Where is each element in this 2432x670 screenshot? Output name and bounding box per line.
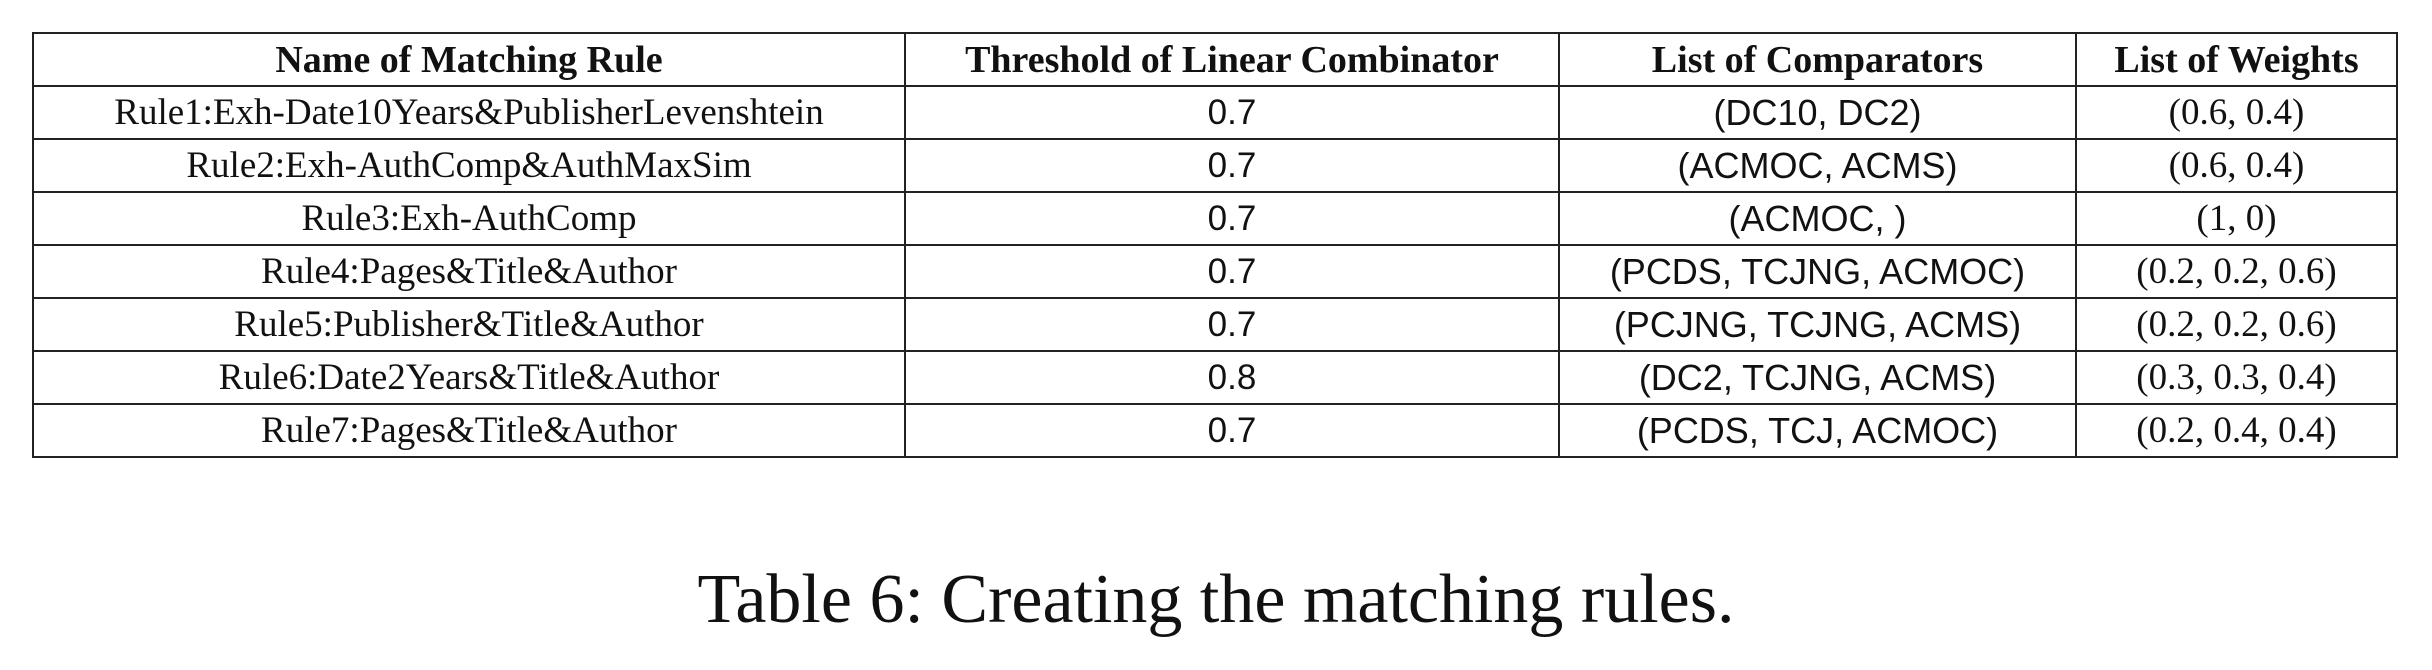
matching-rules-table-container: Name of Matching Rule Threshold of Linea… (32, 32, 2398, 458)
table-row: Rule7:Pages&Title&Author 0.7 (PCDS, TCJ,… (32, 403, 2398, 458)
header-weights: List of Weights (2075, 32, 2398, 87)
rule-name-cell: Rule4:Pages&Title&Author (32, 244, 906, 299)
threshold-cell: 0.7 (904, 297, 1560, 352)
weights-cell: (0.6, 0.4) (2075, 138, 2398, 193)
comparators-cell: (DC2, TCJNG, ACMS) (1558, 350, 2077, 405)
rule-name-cell: Rule2:Exh-AuthComp&AuthMaxSim (32, 138, 906, 193)
rule-name-cell: Rule5:Publisher&Title&Author (32, 297, 906, 352)
comparators-cell: (ACMOC, ACMS) (1558, 138, 2077, 193)
rule-name-cell: Rule7:Pages&Title&Author (32, 403, 906, 458)
comparators-cell: (PCDS, TCJNG, ACMOC) (1558, 244, 2077, 299)
table-row: Rule2:Exh-AuthComp&AuthMaxSim 0.7 (ACMOC… (32, 138, 2398, 193)
weights-cell: (1, 0) (2075, 191, 2398, 246)
weights-cell: (0.2, 0.2, 0.6) (2075, 297, 2398, 352)
threshold-cell: 0.7 (904, 138, 1560, 193)
comparators-cell: (PCDS, TCJ, ACMOC) (1558, 403, 2077, 458)
table-row: Rule5:Publisher&Title&Author 0.7 (PCJNG,… (32, 297, 2398, 352)
weights-cell: (0.3, 0.3, 0.4) (2075, 350, 2398, 405)
threshold-cell: 0.7 (904, 85, 1560, 140)
table-caption: Table 6: Creating the matching rules. (697, 561, 1735, 638)
table-row: Rule4:Pages&Title&Author 0.7 (PCDS, TCJN… (32, 244, 2398, 299)
header-rule-name: Name of Matching Rule (32, 32, 906, 87)
table-row: Rule1:Exh-Date10Years&PublisherLevenshte… (32, 85, 2398, 140)
table-row: Rule3:Exh-AuthComp 0.7 (ACMOC, ) (1, 0) (32, 191, 2398, 246)
table-header-row: Name of Matching Rule Threshold of Linea… (32, 32, 2398, 87)
rule-name-cell: Rule1:Exh-Date10Years&PublisherLevenshte… (32, 85, 906, 140)
rule-name-cell: Rule6:Date2Years&Title&Author (32, 350, 906, 405)
threshold-cell: 0.7 (904, 403, 1560, 458)
threshold-cell: 0.7 (904, 191, 1560, 246)
threshold-cell: 0.7 (904, 244, 1560, 299)
matching-rules-table: Name of Matching Rule Threshold of Linea… (32, 32, 2398, 458)
threshold-cell: 0.8 (904, 350, 1560, 405)
comparators-cell: (PCJNG, TCJNG, ACMS) (1558, 297, 2077, 352)
table-row: Rule6:Date2Years&Title&Author 0.8 (DC2, … (32, 350, 2398, 405)
weights-cell: (0.2, 0.2, 0.6) (2075, 244, 2398, 299)
weights-cell: (0.6, 0.4) (2075, 85, 2398, 140)
comparators-cell: (DC10, DC2) (1558, 85, 2077, 140)
header-comparators: List of Comparators (1558, 32, 2077, 87)
header-threshold: Threshold of Linear Combinator (904, 32, 1560, 87)
rule-name-cell: Rule3:Exh-AuthComp (32, 191, 906, 246)
weights-cell: (0.2, 0.4, 0.4) (2075, 403, 2398, 458)
comparators-cell: (ACMOC, ) (1558, 191, 2077, 246)
